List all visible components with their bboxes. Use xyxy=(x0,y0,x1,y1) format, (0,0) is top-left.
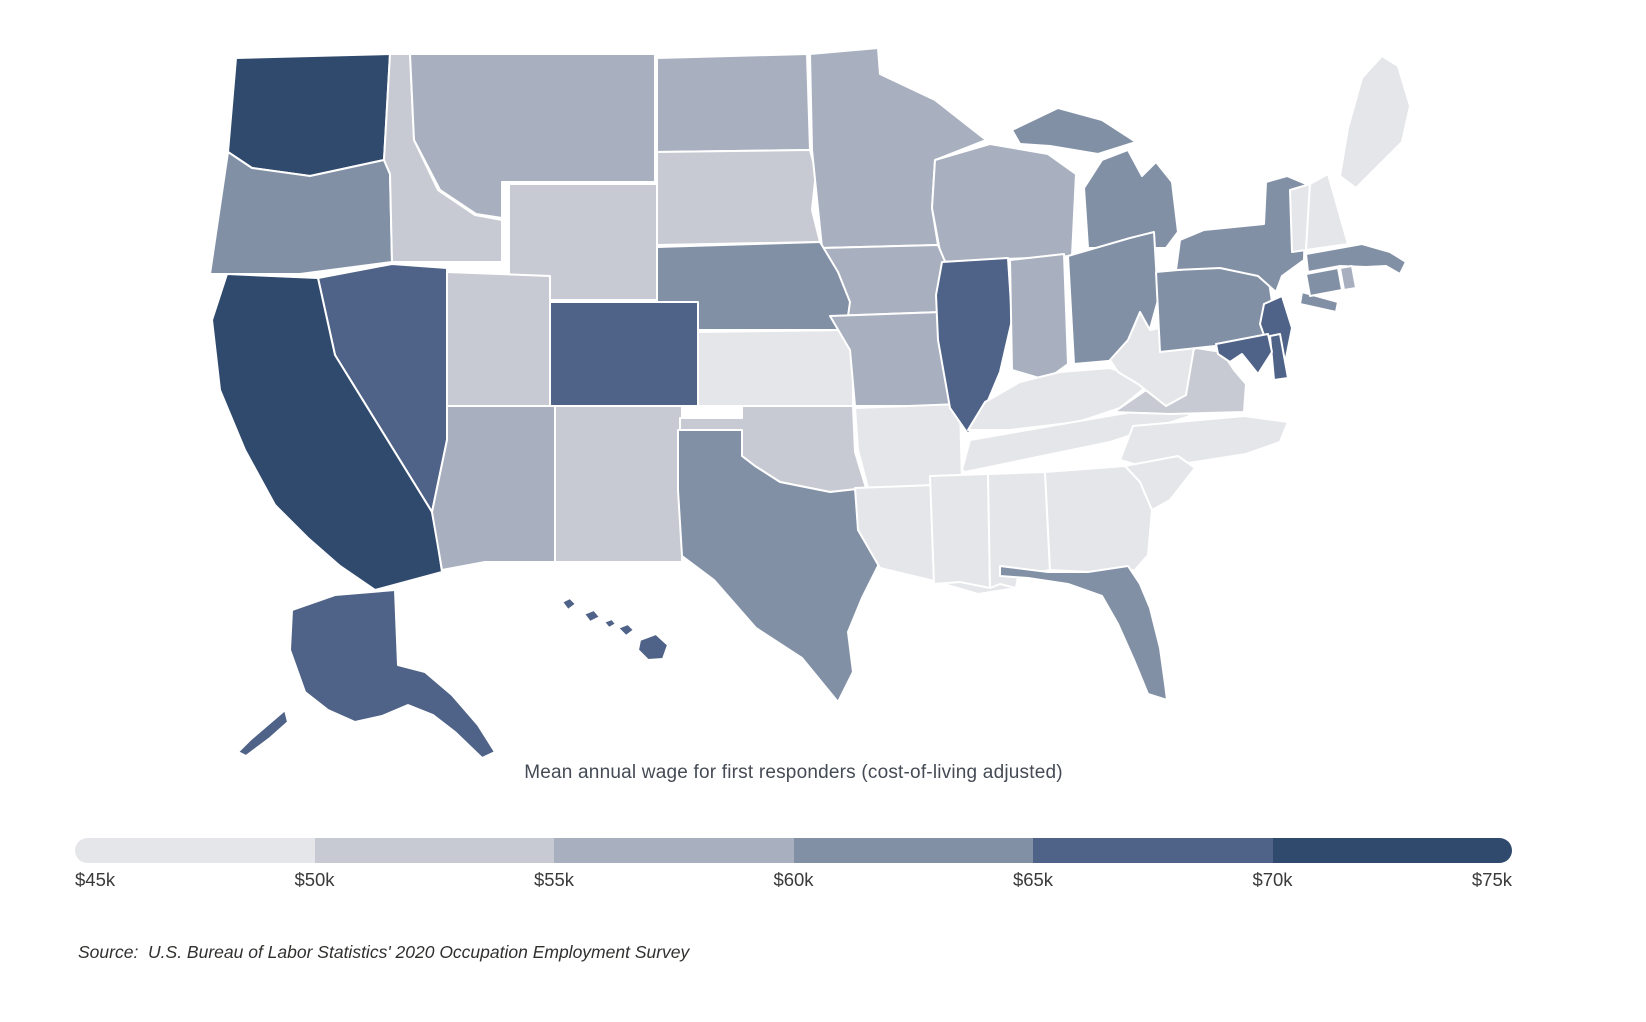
legend-tick-65k: $65k xyxy=(1012,869,1054,890)
state-UT xyxy=(446,271,551,407)
legend-segment-3 xyxy=(554,838,794,863)
state-AZ xyxy=(431,405,556,571)
legend-segment-1 xyxy=(75,838,315,863)
legend-segment-6 xyxy=(1272,838,1512,863)
source-note: Source: U.S. Bureau of Labor Statistics'… xyxy=(78,942,690,962)
state-CO xyxy=(549,301,699,407)
legend-segment-5 xyxy=(1033,838,1273,863)
state-MS xyxy=(929,473,991,589)
state-SC xyxy=(1124,455,1196,511)
state-TX xyxy=(677,429,883,703)
legend-tick-50k: $50k xyxy=(294,869,335,890)
legend-segment-4 xyxy=(793,838,1033,863)
legend-title: Mean annual wage for first responders (c… xyxy=(524,762,1063,783)
legend-bar xyxy=(75,838,1512,863)
state-DE xyxy=(1269,333,1289,381)
legend-tick-70k: $70k xyxy=(1252,869,1293,890)
state-ME xyxy=(1339,55,1411,189)
us-choropleth xyxy=(209,47,1411,759)
state-WI xyxy=(931,143,1077,263)
state-AK xyxy=(237,589,496,759)
state-IN xyxy=(1009,253,1069,381)
legend-tick-45k: $45k xyxy=(75,869,116,890)
state-GA xyxy=(1044,465,1153,573)
legend-tick-75k: $75k xyxy=(1471,869,1512,890)
legend-segment-2 xyxy=(314,838,554,863)
state-WA xyxy=(227,53,391,177)
state-CA xyxy=(211,273,443,591)
state-SD xyxy=(656,149,821,246)
state-NM xyxy=(554,405,683,563)
state-KS xyxy=(697,329,854,407)
state-FL xyxy=(999,565,1168,701)
state-NH xyxy=(1305,173,1349,251)
legend-tick-55k: $55k xyxy=(533,869,575,890)
us-map-container xyxy=(190,10,1450,760)
state-CT xyxy=(1305,267,1343,297)
state-MA xyxy=(1305,243,1407,275)
state-RI xyxy=(1339,265,1357,291)
legend-tick-60k: $60k xyxy=(773,869,814,890)
legend-ticks: $45k $50k $55k $60k $65k $70k $75k xyxy=(75,869,1512,893)
state-MT xyxy=(409,53,656,219)
state-ND xyxy=(656,53,811,153)
state-MD xyxy=(1215,333,1273,375)
state-MI xyxy=(1011,107,1179,249)
state-HI xyxy=(561,597,669,661)
